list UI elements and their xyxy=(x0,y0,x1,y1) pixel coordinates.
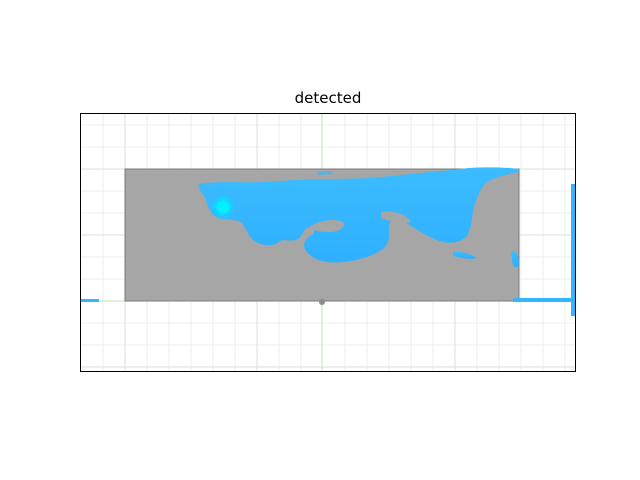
viewport-canvas xyxy=(81,114,575,371)
origin-marker xyxy=(319,299,325,305)
detection-cloud xyxy=(198,167,520,268)
detection-strip xyxy=(81,184,575,316)
viewport-axes[interactable] xyxy=(80,113,576,372)
figure-title: detected xyxy=(294,89,362,107)
